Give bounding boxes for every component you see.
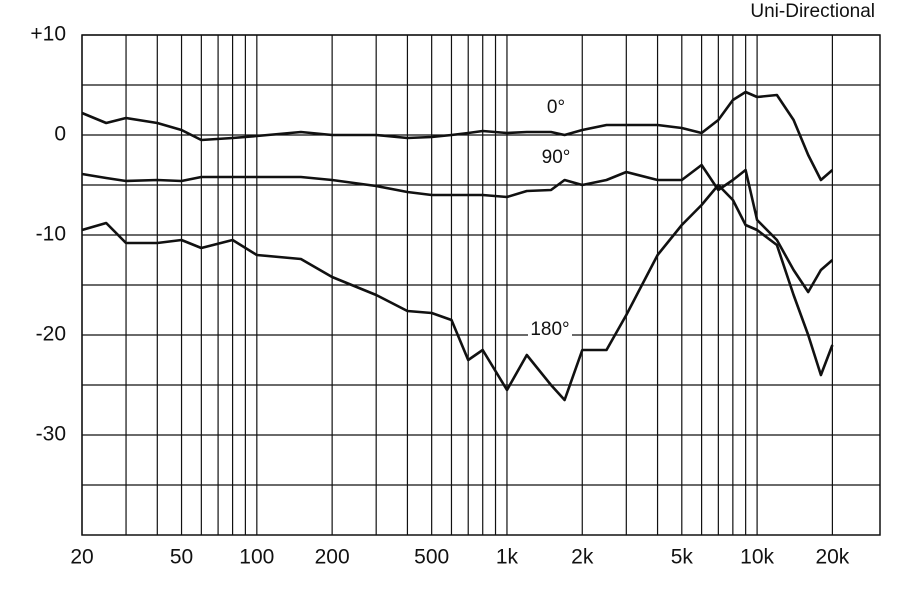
x-tick-label: 2k [571, 546, 594, 569]
y-tick-label: +10 [30, 23, 66, 46]
curve-label: 0° [547, 97, 565, 118]
x-tick-label: 500 [414, 546, 449, 569]
x-tick-label: 10k [740, 546, 774, 569]
response-curve [81, 163, 834, 294]
x-tick-label: 50 [170, 546, 193, 569]
y-tick-label: -30 [36, 423, 66, 446]
x-tick-label: 20k [815, 546, 849, 569]
chart-title: Uni-Directional [750, 1, 875, 22]
x-tick-label: 5k [671, 546, 694, 569]
curve-label: 180° [530, 319, 569, 340]
y-tick-label: -20 [36, 323, 66, 346]
curve-label-bg [534, 147, 578, 169]
y-tick-label: 0 [54, 123, 66, 146]
response-curve [81, 90, 834, 182]
curve-label: 90° [542, 147, 571, 168]
x-tick-label: 1k [496, 546, 519, 569]
x-tick-label: 100 [239, 546, 274, 569]
curve-label-bg [528, 319, 572, 341]
response-curve [81, 183, 834, 402]
x-tick-label: 200 [315, 546, 350, 569]
curve-label-bg [534, 97, 578, 119]
y-tick-label: -10 [36, 223, 66, 246]
x-tick-label: 20 [70, 546, 93, 569]
